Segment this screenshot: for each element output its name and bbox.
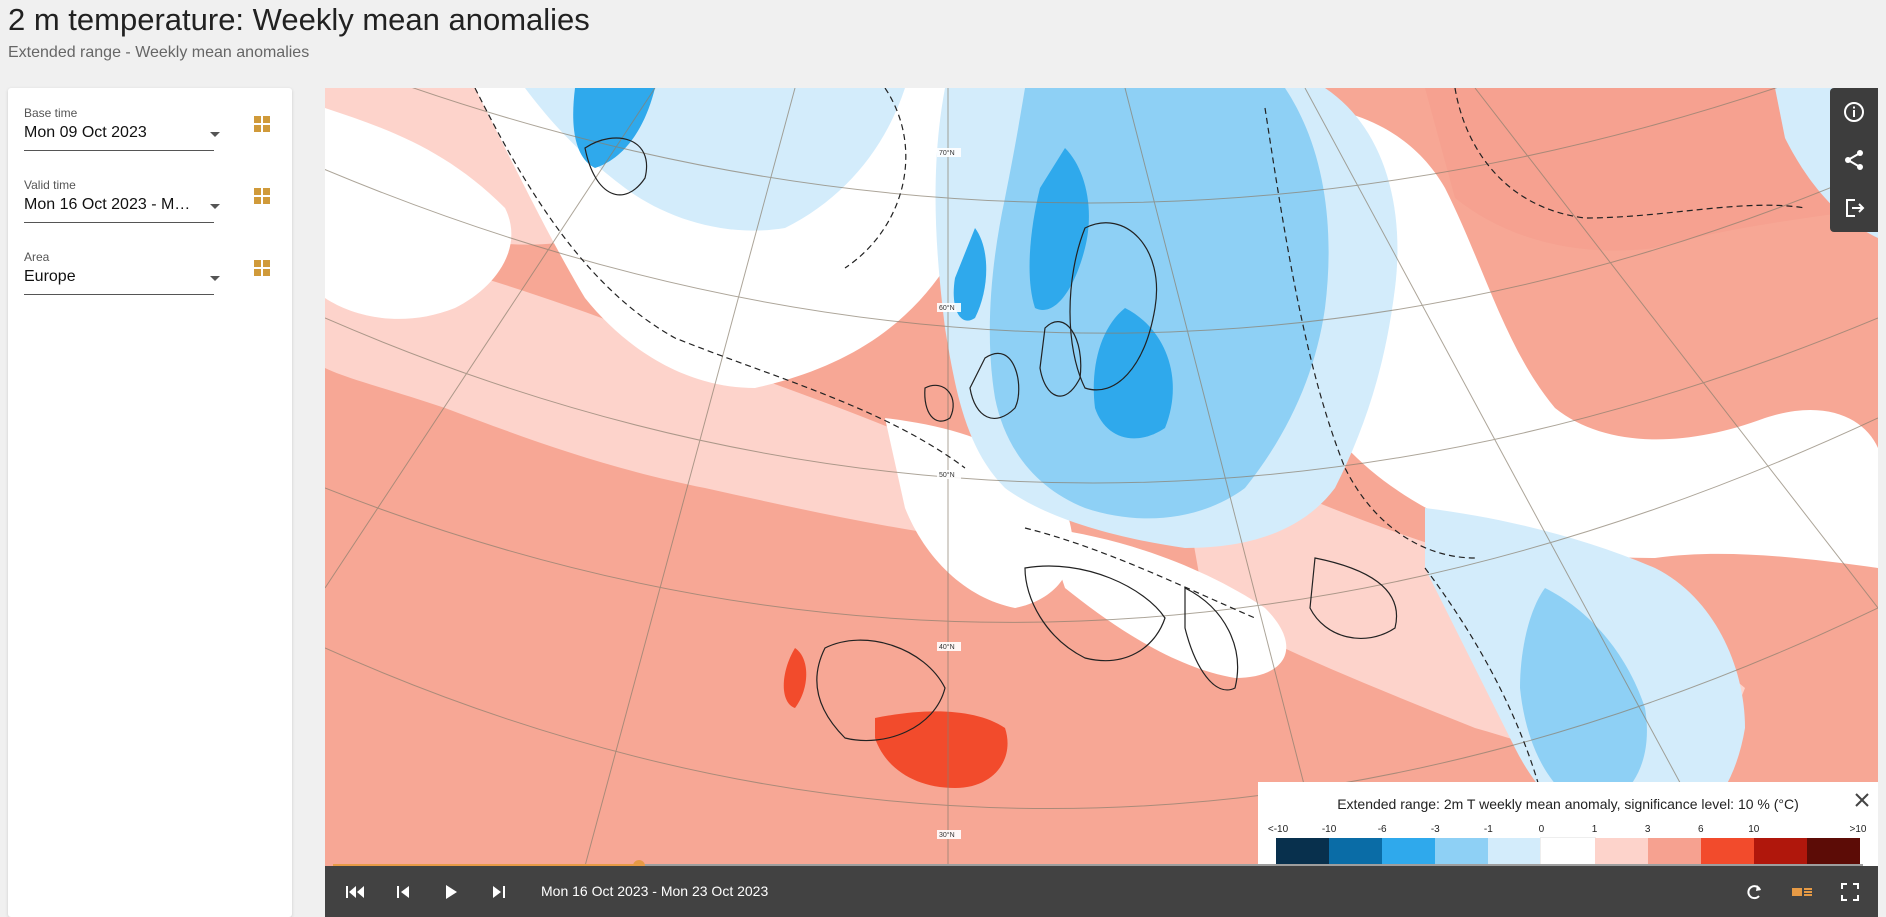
layers-button[interactable] — [1790, 880, 1814, 904]
region-neutral — [1045, 528, 1287, 678]
chevron-down-icon[interactable] — [210, 132, 220, 137]
base-time-label: Base time — [24, 106, 78, 120]
chevron-down-icon[interactable] — [210, 276, 220, 281]
region-strong-blue — [573, 88, 655, 168]
legend-tick: -1 — [1483, 824, 1493, 835]
legend-swatch — [1647, 838, 1702, 866]
legend-swatch — [1700, 838, 1755, 866]
base-time-select[interactable]: Base time Mon 09 Oct 2023 — [24, 106, 270, 162]
chevron-down-icon[interactable] — [210, 204, 220, 209]
loop-button[interactable] — [1742, 880, 1766, 904]
legend-title: Extended range: 2m T weekly mean anomaly… — [1337, 796, 1799, 812]
map-side-toolbar — [1830, 88, 1878, 232]
legend-swatch — [1753, 838, 1808, 866]
legend-tick: 3 — [1644, 824, 1651, 835]
anomaly-map[interactable] — [325, 88, 1878, 917]
skip-to-start-icon[interactable] — [345, 884, 365, 900]
export-button[interactable] — [1830, 184, 1878, 232]
grid-icon[interactable] — [254, 116, 270, 132]
legend-tick: 6 — [1697, 824, 1704, 835]
page-title: 2 m temperature: Weekly mean anomalies — [8, 2, 590, 37]
area-label: Area — [24, 250, 50, 264]
previous-frame-button[interactable] — [391, 880, 415, 904]
valid-time-label: Valid time — [24, 178, 76, 192]
legend-tick: -6 — [1377, 824, 1387, 835]
legend-tick: -10 — [1321, 824, 1337, 835]
legend-swatch — [1488, 838, 1542, 866]
valid-time-value[interactable]: Mon 16 Oct 2023 - Mo... — [24, 196, 214, 223]
grid-icon[interactable] — [254, 260, 270, 276]
legend-panel: Extended range: 2m T weekly mean anomaly… — [1258, 782, 1878, 872]
legend-tick: 10 — [1748, 824, 1760, 835]
first-frame-button[interactable] — [343, 880, 367, 904]
play-button[interactable] — [439, 880, 463, 904]
grid-icon[interactable] — [254, 188, 270, 204]
region-neutral — [1265, 105, 1878, 568]
legend-tick: >10 — [1849, 824, 1867, 835]
fullscreen-button[interactable] — [1838, 880, 1862, 904]
step-forward-icon[interactable] — [491, 884, 507, 900]
region-light-pink — [325, 238, 975, 538]
legend-toggle-icon[interactable] — [1791, 884, 1813, 900]
share-icon[interactable] — [1843, 149, 1865, 171]
share-button[interactable] — [1830, 136, 1878, 184]
controls-panel: Base time Mon 09 Oct 2023 Valid time Mon… — [8, 88, 292, 917]
legend-swatch — [1276, 838, 1330, 866]
coastlines — [584, 137, 1398, 742]
info-button[interactable] — [1830, 88, 1878, 136]
close-icon[interactable] — [1852, 790, 1872, 810]
region-strong-blue — [1029, 148, 1089, 310]
legend-swatch — [1594, 838, 1649, 866]
map-viewer[interactable]: 70°N 60°N 50°N 40°N 30°N Extended range:… — [325, 88, 1878, 917]
region-warm — [1425, 88, 1878, 251]
step-back-icon[interactable] — [395, 884, 411, 900]
region-neutral — [885, 418, 1073, 608]
region-blue — [1520, 588, 1647, 808]
region-strong-blue — [1093, 308, 1173, 439]
valid-range-label: Mon 16 Oct 2023 - Mon 23 Oct 2023 — [541, 883, 769, 899]
play-icon[interactable] — [444, 884, 458, 900]
significance-contours — [474, 88, 1806, 809]
info-icon[interactable] — [1843, 101, 1865, 123]
area-value[interactable]: Europe — [24, 268, 214, 295]
legend-tick: <-10 — [1267, 824, 1289, 835]
valid-time-select[interactable]: Valid time Mon 16 Oct 2023 - Mo... — [24, 178, 270, 234]
legend-swatch — [1329, 838, 1383, 866]
refresh-icon[interactable] — [1744, 882, 1764, 902]
legend-tick: 1 — [1591, 824, 1598, 835]
area-select[interactable]: Area Europe — [24, 250, 270, 306]
legend-swatch — [1540, 837, 1597, 867]
fullscreen-icon[interactable] — [1841, 883, 1859, 901]
playback-bar: Mon 16 Oct 2023 - Mon 23 Oct 2023 — [325, 866, 1878, 917]
legend-swatch — [1435, 838, 1489, 866]
legend-swatch — [1806, 838, 1861, 866]
region-strong-blue — [953, 228, 987, 321]
base-time-value[interactable]: Mon 09 Oct 2023 — [24, 124, 214, 151]
legend-tick: -3 — [1430, 824, 1440, 835]
region-neutral — [325, 108, 512, 319]
page-subtitle: Extended range - Weekly mean anomalies — [8, 44, 310, 61]
next-frame-button[interactable] — [487, 880, 511, 904]
legend-tick: 0 — [1538, 824, 1545, 835]
export-icon[interactable] — [1843, 197, 1865, 219]
legend-swatch — [1382, 838, 1436, 866]
region-hot — [783, 648, 807, 708]
